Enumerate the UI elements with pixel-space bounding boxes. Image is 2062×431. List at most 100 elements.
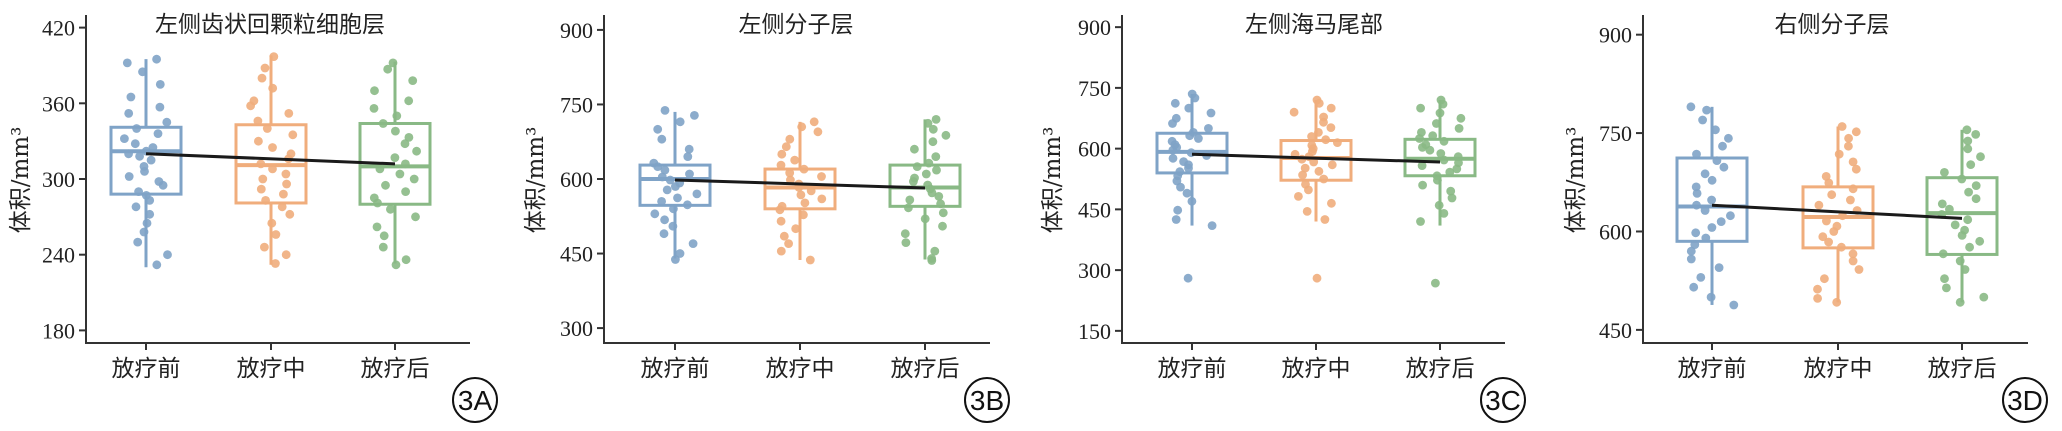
data-point <box>1814 200 1824 210</box>
data-point <box>1686 254 1696 264</box>
data-point <box>1204 123 1213 133</box>
data-point <box>391 126 400 136</box>
data-point <box>388 58 398 68</box>
data-point <box>401 159 410 169</box>
data-point <box>256 184 266 194</box>
data-point <box>1434 200 1444 210</box>
data-point <box>1832 297 1842 307</box>
data-point <box>1950 220 1960 230</box>
data-point <box>1848 256 1858 266</box>
data-point <box>1957 174 1967 184</box>
data-point <box>1300 163 1310 173</box>
data-point <box>669 204 678 214</box>
data-point <box>692 189 702 199</box>
panel-badge-label: 3B <box>970 385 1004 416</box>
data-point <box>1187 196 1197 206</box>
data-point <box>1184 103 1194 113</box>
data-point <box>1312 273 1322 283</box>
y-axis-label: 体积/mm³ <box>1563 127 1589 234</box>
data-point <box>1834 149 1844 159</box>
data-point <box>120 134 129 144</box>
box-after <box>888 119 962 260</box>
data-point <box>1326 103 1336 113</box>
chart-panel-3a: 180 240 300 360 420 放疗前 放疗中 放疗后 左侧齿状回颗粒细胞层体积/mm³… <box>8 12 498 423</box>
data-point <box>411 212 420 222</box>
data-point <box>142 218 152 228</box>
x-tick-label: 放疗前 <box>1158 356 1227 382</box>
data-point <box>1940 168 1949 177</box>
data-point <box>1435 108 1445 118</box>
data-point <box>261 196 270 205</box>
data-point <box>1415 134 1424 143</box>
data-point <box>379 231 389 241</box>
data-point <box>1707 223 1717 232</box>
data-point <box>1971 130 1981 139</box>
x-tick-label: 放疗中 <box>237 356 306 382</box>
data-point <box>1314 98 1324 108</box>
data-point <box>1976 152 1985 162</box>
data-point <box>1417 161 1427 171</box>
data-point <box>1176 182 1185 192</box>
data-point <box>673 193 682 203</box>
data-point <box>800 198 810 208</box>
data-point <box>936 199 945 209</box>
y-axis-label: 体积/mm³ <box>8 127 34 234</box>
data-point <box>660 106 670 115</box>
data-point <box>1964 187 1973 197</box>
chart-title: 左侧齿状回颗粒细胞层 <box>155 12 385 38</box>
data-point <box>282 179 291 189</box>
data-point <box>1416 103 1425 113</box>
data-point <box>1706 292 1716 302</box>
data-point <box>1171 215 1181 224</box>
data-point <box>1168 153 1178 163</box>
data-point <box>934 192 944 201</box>
data-point <box>140 167 149 176</box>
data-point <box>781 142 791 152</box>
data-point <box>256 159 266 169</box>
trend-line <box>674 178 926 190</box>
data-point <box>1689 282 1699 292</box>
data-point <box>1957 231 1967 240</box>
data-point <box>400 139 410 149</box>
data-point <box>148 143 158 152</box>
data-point <box>1707 175 1717 185</box>
data-point <box>146 155 156 165</box>
data-point <box>378 119 388 128</box>
trend-line <box>145 152 396 166</box>
data-point <box>1700 169 1710 179</box>
data-point <box>928 124 938 134</box>
y-tick-label: 300 <box>1078 258 1111 283</box>
data-point <box>1963 136 1973 146</box>
data-point <box>281 250 291 260</box>
data-point <box>1454 123 1464 133</box>
data-point <box>395 169 405 179</box>
data-point <box>1333 138 1342 148</box>
data-point <box>785 168 795 178</box>
data-point <box>134 187 144 197</box>
data-point <box>130 139 140 149</box>
y-tick-label: 600 <box>560 167 593 192</box>
data-point <box>1844 141 1853 151</box>
data-point <box>152 54 162 64</box>
data-point <box>390 153 400 163</box>
panel-badge-label: 3C <box>1485 385 1521 416</box>
data-point <box>1445 167 1455 177</box>
data-point <box>932 165 941 175</box>
data-point <box>1431 278 1440 288</box>
data-point <box>378 242 388 252</box>
box-iqr <box>1675 156 1749 243</box>
data-point <box>659 229 669 239</box>
data-point <box>671 255 680 264</box>
data-point <box>1439 136 1449 146</box>
data-point <box>813 127 823 137</box>
data-point <box>369 104 379 113</box>
y-tick-label: 900 <box>560 18 593 43</box>
data-point <box>1327 198 1336 208</box>
data-point <box>401 255 411 265</box>
data-point <box>386 204 395 214</box>
data-point <box>921 169 931 179</box>
data-point <box>381 180 390 190</box>
data-point <box>928 137 938 147</box>
data-point <box>1979 292 1989 302</box>
